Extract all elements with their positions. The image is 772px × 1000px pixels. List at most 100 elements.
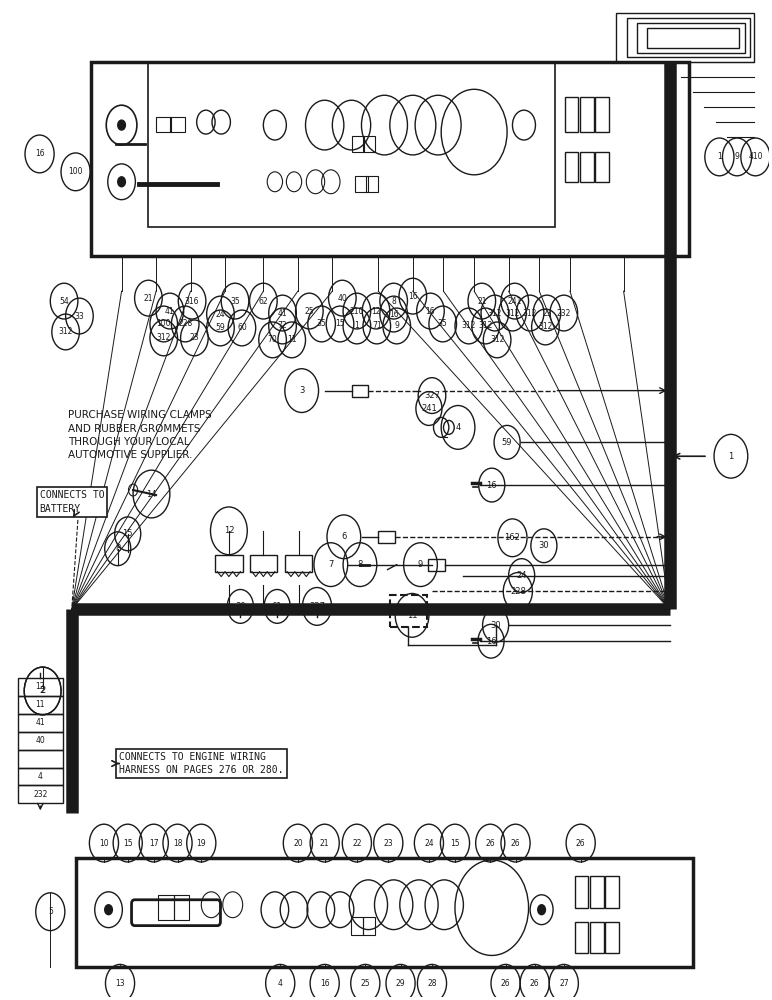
- Text: 61: 61: [272, 602, 283, 611]
- Text: 241: 241: [421, 404, 437, 413]
- Text: 16: 16: [408, 292, 418, 301]
- Text: 7: 7: [328, 560, 334, 569]
- Text: 15: 15: [335, 319, 345, 328]
- Bar: [18, 696, 63, 714]
- Bar: [390, 595, 427, 627]
- Text: 11: 11: [407, 611, 418, 620]
- Bar: [564, 152, 578, 182]
- Bar: [215, 555, 242, 572]
- Bar: [366, 176, 378, 192]
- Bar: [616, 13, 754, 62]
- Text: 54: 54: [59, 297, 69, 306]
- Text: 12: 12: [371, 307, 381, 316]
- Bar: [351, 385, 368, 397]
- Text: 27: 27: [559, 979, 569, 988]
- Text: 19: 19: [197, 839, 206, 848]
- Text: 228: 228: [178, 319, 192, 328]
- Text: PURCHASE WIRING CLAMPS
AND RUBBER GROMMETS
THROUGH YOUR LOCAL
AUTOMOTIVE SUPPLIE: PURCHASE WIRING CLAMPS AND RUBBER GROMME…: [68, 410, 212, 460]
- Text: 4: 4: [278, 979, 283, 988]
- Text: 16: 16: [486, 481, 497, 490]
- Bar: [605, 922, 619, 953]
- Circle shape: [538, 905, 546, 915]
- Text: 25: 25: [361, 979, 370, 988]
- Bar: [249, 555, 277, 572]
- Text: 1: 1: [354, 321, 359, 330]
- Text: 72: 72: [278, 321, 287, 330]
- Text: 30: 30: [539, 541, 549, 550]
- Bar: [363, 917, 375, 935]
- Bar: [638, 23, 745, 52]
- Text: 100: 100: [157, 319, 171, 328]
- Bar: [18, 785, 63, 803]
- Text: 16: 16: [35, 149, 44, 158]
- Text: 35: 35: [317, 319, 327, 328]
- Text: 11: 11: [36, 700, 45, 709]
- Text: 228: 228: [510, 587, 526, 596]
- Bar: [378, 531, 395, 543]
- Text: 41: 41: [278, 309, 287, 318]
- Text: 35: 35: [438, 319, 448, 328]
- Text: 35: 35: [230, 297, 240, 306]
- Bar: [574, 922, 588, 953]
- Bar: [76, 858, 692, 967]
- Text: 8: 8: [115, 544, 120, 553]
- Text: 24: 24: [424, 839, 434, 848]
- Text: 12: 12: [224, 526, 234, 535]
- Bar: [564, 97, 578, 132]
- Text: 29: 29: [396, 979, 405, 988]
- Text: 30: 30: [235, 602, 245, 611]
- Text: 16: 16: [320, 979, 330, 988]
- Text: 15: 15: [450, 839, 460, 848]
- Text: 100: 100: [69, 167, 83, 176]
- Text: 13: 13: [115, 979, 125, 988]
- Bar: [428, 559, 445, 571]
- Text: 312: 312: [506, 309, 520, 318]
- Bar: [590, 922, 604, 953]
- Text: 16: 16: [389, 310, 398, 319]
- Text: 162: 162: [505, 533, 520, 542]
- Text: 5: 5: [48, 907, 52, 916]
- Bar: [605, 876, 619, 908]
- Text: 70: 70: [268, 335, 277, 344]
- Text: 71: 71: [372, 321, 381, 330]
- Text: 40: 40: [36, 736, 46, 745]
- Circle shape: [118, 120, 125, 130]
- Text: 23: 23: [542, 309, 552, 318]
- Text: 4: 4: [455, 423, 461, 432]
- Text: 410: 410: [748, 152, 763, 161]
- Bar: [363, 136, 375, 152]
- Text: 312: 312: [59, 327, 73, 336]
- Text: 41: 41: [165, 307, 174, 316]
- Text: 14: 14: [146, 490, 157, 499]
- Text: 232: 232: [557, 309, 571, 318]
- Circle shape: [118, 177, 125, 187]
- Text: 312: 312: [490, 335, 504, 344]
- Text: 327: 327: [309, 602, 325, 611]
- Text: 15: 15: [123, 839, 133, 848]
- Bar: [174, 895, 189, 920]
- Text: 26: 26: [501, 979, 510, 988]
- Text: CONNECTS TO ENGINE WIRING
HARNESS ON PAGES 276 OR 280.: CONNECTS TO ENGINE WIRING HARNESS ON PAG…: [120, 752, 284, 775]
- Text: 21: 21: [144, 294, 153, 303]
- Text: 24: 24: [516, 571, 527, 580]
- Text: 22: 22: [352, 839, 361, 848]
- Text: 312: 312: [462, 321, 476, 330]
- Text: 312: 312: [479, 321, 493, 330]
- Text: 62: 62: [259, 297, 268, 306]
- Text: 33: 33: [75, 312, 84, 321]
- Text: 26: 26: [530, 979, 540, 988]
- Bar: [580, 152, 594, 182]
- Text: 8: 8: [357, 560, 363, 569]
- Text: 59: 59: [502, 438, 513, 447]
- Bar: [18, 732, 63, 750]
- Text: 26: 26: [576, 839, 585, 848]
- Bar: [148, 62, 554, 227]
- Text: 15: 15: [123, 529, 133, 538]
- Bar: [285, 555, 313, 572]
- Text: 210: 210: [350, 307, 364, 316]
- Text: 25: 25: [304, 307, 314, 316]
- Text: 24: 24: [215, 310, 225, 319]
- Bar: [351, 136, 364, 152]
- Text: 17: 17: [149, 839, 158, 848]
- Bar: [590, 876, 604, 908]
